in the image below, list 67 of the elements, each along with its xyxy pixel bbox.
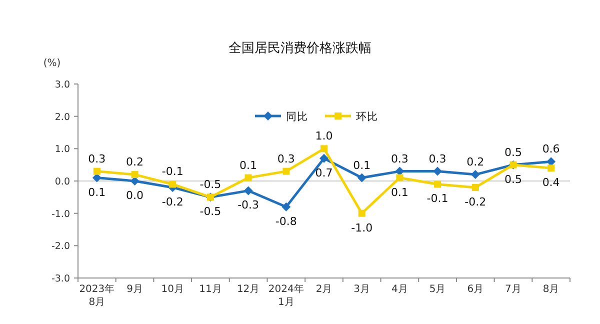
point — [433, 166, 442, 176]
data-label: -0.8 — [275, 214, 297, 228]
data-label: 0.1 — [88, 186, 106, 199]
chart-title: 全国居民消费价格涨跌幅 — [228, 41, 372, 56]
data-label: 0.2 — [466, 156, 484, 169]
data-label: -0.2 — [162, 195, 184, 208]
data-label: -0.2 — [464, 195, 486, 208]
point — [244, 174, 252, 182]
data-label: -0.1 — [426, 192, 448, 206]
data-label: 0.5 — [504, 146, 522, 159]
x-tick-label: 7月 — [505, 284, 522, 295]
data-label: -0.3 — [238, 198, 260, 212]
data-label: 0.7 — [315, 166, 333, 180]
y-tick-label: 1.0 — [54, 144, 70, 156]
x-tick-label: 2月 — [316, 284, 332, 295]
x-tick-label: 12月 — [236, 284, 260, 295]
x-tick-label: 8月 — [542, 284, 560, 295]
legend-label: 同比 — [286, 110, 308, 123]
x-tick-label: 11月 — [199, 284, 222, 295]
point — [396, 174, 404, 182]
y-tick-label: 2.0 — [54, 112, 70, 123]
point — [434, 180, 442, 188]
legend-label: 环比 — [356, 110, 378, 123]
data-label: 0.4 — [542, 176, 560, 190]
data-label: -0.1 — [162, 165, 184, 178]
y-tick-label: -3.0 — [51, 274, 70, 284]
data-label: 0.3 — [390, 152, 408, 166]
point — [320, 154, 328, 163]
point — [93, 168, 100, 175]
data-label: 0.3 — [428, 152, 446, 166]
x-tick-label: 2024年 1月 — [268, 283, 304, 308]
point — [470, 170, 480, 180]
x-tick-label: 5月 — [429, 284, 446, 295]
data-label: 0.1 — [353, 158, 371, 172]
point — [131, 171, 138, 178]
y-axis-title: (%) — [43, 58, 61, 69]
data-label: 0.6 — [542, 142, 560, 156]
data-label: 0.1 — [390, 186, 408, 199]
data-label: 0.0 — [126, 189, 144, 202]
data-label: -1.0 — [351, 221, 373, 234]
x-tick-label: 10月 — [161, 284, 184, 295]
data-label: -0.5 — [200, 178, 222, 192]
x-tick-label: 4月 — [392, 284, 408, 295]
point — [282, 202, 291, 212]
x-tick-label: 9月 — [126, 284, 143, 295]
point — [358, 210, 366, 217]
point — [320, 145, 328, 152]
y-tick-label: 0.0 — [54, 176, 70, 188]
point — [244, 186, 253, 196]
point — [472, 184, 479, 191]
data-label: 0.3 — [88, 152, 106, 166]
data-label: 1.0 — [315, 130, 333, 143]
data-label: 0.5 — [504, 172, 522, 186]
x-tick-label: 6月 — [467, 284, 484, 295]
data-label: 0.1 — [240, 158, 258, 172]
point — [548, 164, 555, 172]
y-tick-label: -2.0 — [51, 241, 70, 252]
point — [357, 173, 366, 182]
y-tick-label: -1.0 — [51, 208, 70, 220]
data-label: 0.2 — [126, 156, 144, 169]
point — [282, 168, 290, 175]
x-tick-label: 3月 — [354, 284, 370, 295]
data-label: -0.5 — [200, 205, 222, 218]
y-tick-label: 3.0 — [54, 80, 70, 90]
x-tick-label: 2023年 8月 — [79, 283, 115, 308]
data-label: 0.3 — [277, 152, 295, 166]
point — [169, 180, 176, 188]
